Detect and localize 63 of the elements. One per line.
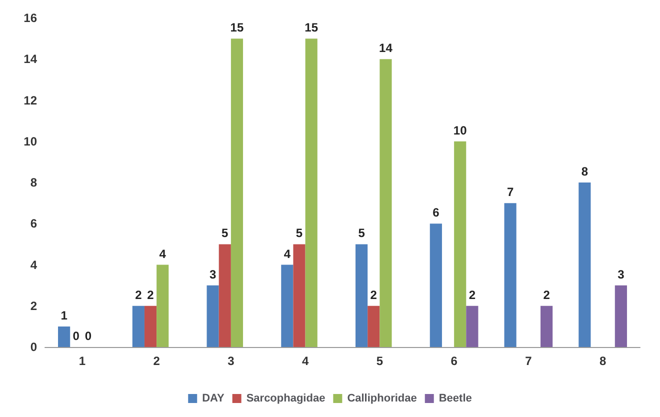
legend-label: Sarcophagidae: [246, 392, 326, 404]
data-label: 6: [432, 206, 440, 220]
data-label: 3: [618, 267, 625, 282]
bar: [430, 224, 442, 347]
legend-label: DAY: [202, 392, 225, 404]
data-label: 3: [209, 267, 216, 282]
x-tick-label: 3: [228, 354, 235, 368]
bar: [293, 244, 306, 347]
x-tick-label: 5: [376, 354, 384, 368]
y-tick-label: 14: [24, 52, 38, 66]
data-label: 5: [296, 226, 303, 240]
bar: [540, 306, 553, 347]
data-label: 14: [379, 41, 393, 56]
x-tick-label: 8: [599, 354, 606, 368]
x-tick-label: 2: [153, 354, 160, 368]
data-label: 2: [147, 288, 154, 302]
x-tick-label: 4: [302, 354, 309, 368]
y-tick-label: 0: [30, 340, 38, 354]
y-tick-label: 12: [24, 93, 38, 108]
bar: [356, 244, 368, 347]
bar: [504, 203, 516, 347]
y-tick-label: 10: [24, 134, 38, 148]
x-tick-label: 7: [525, 354, 532, 368]
data-label: 7: [506, 185, 514, 200]
x-tick-label: 1: [78, 354, 86, 368]
y-tick-label: 4: [30, 258, 38, 272]
data-label: 8: [581, 164, 588, 178]
bar: [578, 182, 591, 347]
data-label: 1: [60, 308, 68, 322]
bar: [466, 306, 478, 347]
legend-label: Calliphoridae: [347, 392, 417, 404]
bar: [230, 38, 244, 347]
y-tick-label: 6: [30, 216, 38, 231]
data-label: 10: [453, 123, 468, 138]
legend-label: Beetle: [438, 392, 472, 404]
bar: [132, 306, 144, 347]
data-label: 0: [72, 329, 80, 343]
data-label: 2: [135, 288, 142, 302]
data-label: 4: [159, 246, 166, 261]
bar: [144, 306, 157, 347]
data-label: 15: [230, 20, 244, 35]
bar: [58, 326, 70, 347]
bar: [454, 141, 466, 347]
y-tick-label: 16: [24, 11, 38, 25]
data-label: 2: [468, 288, 476, 302]
bar: [368, 306, 380, 347]
data-label: 2: [370, 288, 378, 302]
x-tick-label: 6: [450, 354, 458, 368]
data-label: 5: [358, 226, 366, 240]
data-label: 15: [304, 20, 318, 35]
bar: [614, 285, 627, 347]
bar: [206, 285, 219, 347]
bar: [380, 59, 392, 347]
y-tick-label: 8: [30, 176, 38, 190]
bar: [156, 264, 169, 347]
bar: [281, 264, 294, 347]
data-label: 0: [84, 329, 92, 343]
bar: [218, 244, 231, 347]
y-tick-label: 2: [30, 298, 38, 313]
data-label: 4: [284, 246, 291, 261]
data-label: 5: [222, 226, 229, 240]
bar: [305, 38, 318, 347]
data-label: 2: [543, 288, 550, 302]
